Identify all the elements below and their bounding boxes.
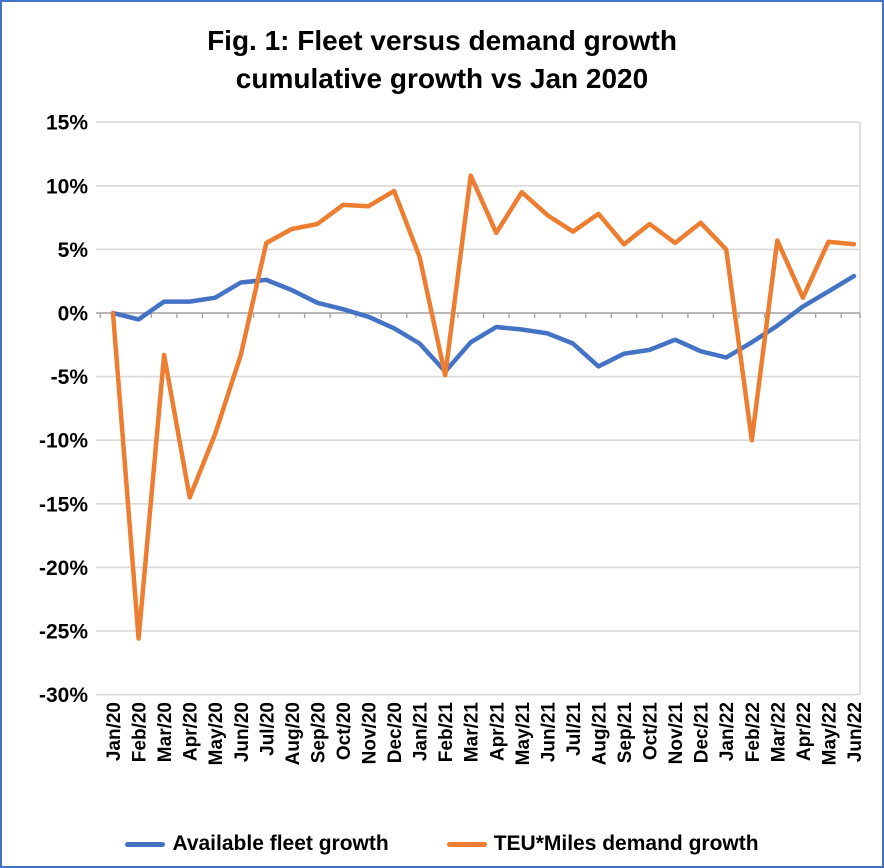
svg-text:Apr/21: Apr/21 bbox=[487, 702, 508, 762]
svg-text:Dec/20: Dec/20 bbox=[385, 702, 406, 763]
svg-text:May/22: May/22 bbox=[819, 702, 840, 765]
svg-text:-25%: -25% bbox=[39, 621, 88, 644]
svg-text:-20%: -20% bbox=[39, 557, 88, 580]
svg-text:15%: 15% bbox=[46, 112, 88, 135]
svg-text:-10%: -10% bbox=[39, 430, 88, 453]
legend-label-fleet: Available fleet growth bbox=[172, 832, 389, 855]
svg-text:Nov/20: Nov/20 bbox=[360, 702, 381, 764]
svg-text:0%: 0% bbox=[58, 303, 89, 326]
svg-text:Jan/22: Jan/22 bbox=[717, 702, 738, 761]
svg-text:May/21: May/21 bbox=[513, 702, 534, 766]
svg-text:Mar/20: Mar/20 bbox=[155, 702, 176, 762]
svg-text:Aug/21: Aug/21 bbox=[589, 702, 610, 766]
svg-text:Jul/21: Jul/21 bbox=[564, 702, 585, 756]
svg-text:Jun/21: Jun/21 bbox=[538, 702, 559, 763]
svg-text:Jul/20: Jul/20 bbox=[257, 702, 278, 756]
chart-title-line2: cumulative growth vs Jan 2020 bbox=[235, 63, 649, 94]
svg-text:Feb/22: Feb/22 bbox=[743, 702, 764, 762]
legend-item-fleet: Available fleet growth bbox=[125, 832, 389, 856]
svg-text:May/20: May/20 bbox=[206, 702, 227, 765]
chart-title-line1: Fig. 1: Fleet versus demand growth bbox=[207, 25, 677, 56]
svg-text:Feb/21: Feb/21 bbox=[436, 702, 457, 763]
legend-item-demand: TEU*Miles demand growth bbox=[446, 832, 759, 856]
svg-text:Jun/20: Jun/20 bbox=[232, 702, 253, 762]
svg-text:Jun/22: Jun/22 bbox=[845, 702, 866, 762]
svg-text:Apr/20: Apr/20 bbox=[181, 702, 202, 761]
svg-text:-30%: -30% bbox=[39, 684, 88, 707]
svg-text:-5%: -5% bbox=[51, 366, 89, 389]
svg-text:-15%: -15% bbox=[39, 493, 88, 516]
chart-title: Fig. 1: Fleet versus demand growth cumul… bbox=[2, 22, 882, 98]
svg-text:Jan/21: Jan/21 bbox=[411, 702, 432, 762]
svg-text:Sep/21: Sep/21 bbox=[615, 702, 636, 764]
svg-text:5%: 5% bbox=[58, 239, 89, 262]
legend-label-demand: TEU*Miles demand growth bbox=[493, 832, 759, 855]
svg-text:Mar/22: Mar/22 bbox=[768, 702, 789, 762]
svg-text:Oct/21: Oct/21 bbox=[641, 702, 662, 761]
svg-text:10%: 10% bbox=[46, 175, 88, 198]
svg-text:Feb/20: Feb/20 bbox=[130, 702, 151, 762]
svg-text:Dec/21: Dec/21 bbox=[692, 702, 713, 764]
svg-text:Jan/20: Jan/20 bbox=[104, 702, 125, 761]
chart-legend: Available fleet growth TEU*Miles demand … bbox=[2, 832, 882, 856]
svg-text:Mar/21: Mar/21 bbox=[462, 702, 483, 763]
svg-text:Sep/20: Sep/20 bbox=[308, 702, 329, 763]
svg-text:Oct/20: Oct/20 bbox=[334, 702, 355, 760]
svg-text:Apr/22: Apr/22 bbox=[794, 702, 815, 761]
demand-line-swatch-icon bbox=[446, 841, 487, 847]
svg-text:Aug/20: Aug/20 bbox=[283, 702, 304, 765]
fleet-line-swatch-icon bbox=[125, 841, 166, 847]
svg-text:Nov/21: Nov/21 bbox=[666, 702, 687, 765]
